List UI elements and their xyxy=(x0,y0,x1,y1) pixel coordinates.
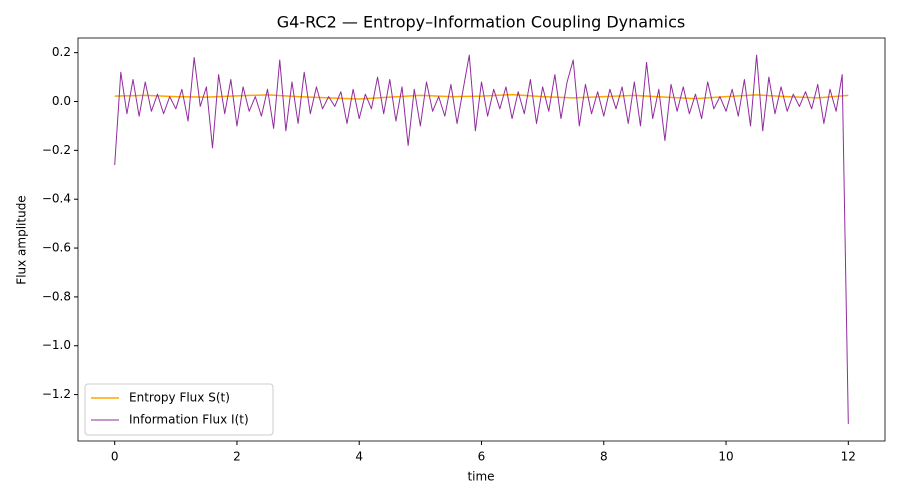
y-tick-label: −0.4 xyxy=(42,192,71,206)
y-tick-label: 0.0 xyxy=(52,94,71,108)
x-tick-label: 10 xyxy=(718,450,733,464)
y-tick-label: −0.6 xyxy=(42,241,71,255)
y-tick-label: −1.0 xyxy=(42,338,71,352)
x-axis-label: time xyxy=(467,470,494,484)
y-tick-label: −0.2 xyxy=(42,143,71,157)
x-tick-label: 2 xyxy=(233,450,241,464)
legend-box xyxy=(84,383,274,436)
x-tick-label: 8 xyxy=(600,450,608,464)
series-line xyxy=(114,54,849,424)
plot-frame xyxy=(77,37,886,442)
chart-title: G4-RC2 — Entropy–Information Coupling Dy… xyxy=(277,13,686,32)
y-tick-label: −1.2 xyxy=(42,387,71,401)
x-tick-label: 4 xyxy=(355,450,363,464)
x-tick-label: 6 xyxy=(478,450,486,464)
series-line xyxy=(114,93,849,100)
y-tick-label: 0.2 xyxy=(52,45,71,59)
y-axis-label: Flux amplitude xyxy=(15,195,29,284)
x-tick-label: 0 xyxy=(111,450,119,464)
legend-label: Entropy Flux S(t) xyxy=(129,391,230,405)
x-tick-label: 12 xyxy=(841,450,856,464)
y-tick-label: −0.8 xyxy=(42,289,71,303)
legend-label: Information Flux I(t) xyxy=(129,413,249,427)
